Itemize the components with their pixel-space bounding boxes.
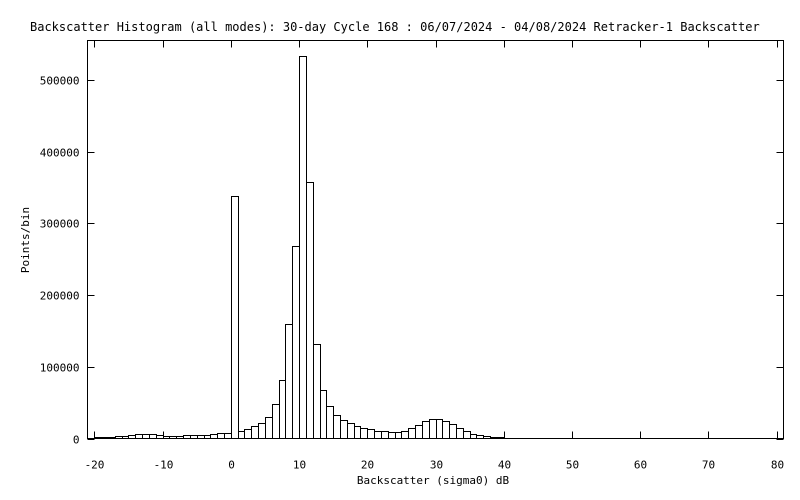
- x-tick-label: 10: [293, 459, 306, 472]
- histogram-bar: [463, 431, 471, 439]
- x-axis-ticks: -20 -10 0 10 20 30 40 50 60 70 80: [85, 40, 784, 472]
- histogram-bar: [354, 426, 361, 439]
- histogram-bar: [292, 246, 300, 439]
- x-tick-label: 80: [771, 459, 784, 472]
- histogram-bar: [265, 417, 273, 439]
- histogram-bar: [272, 404, 280, 439]
- histogram-bar: [442, 421, 450, 439]
- x-tick-label: 60: [634, 459, 647, 472]
- histogram-bar: [333, 415, 341, 439]
- y-tick-label: 400000: [40, 147, 80, 160]
- x-tick-label: 70: [702, 459, 715, 472]
- histogram-bar: [135, 434, 143, 439]
- y-tick-label: 100000: [40, 362, 80, 375]
- histogram-bar: [244, 429, 252, 439]
- histogram-bar: [238, 431, 245, 439]
- histogram-bar: [320, 390, 327, 439]
- histogram-bar: [381, 431, 389, 439]
- histogram-bar: [470, 434, 477, 439]
- y-axis-label: Points/bin: [19, 207, 32, 273]
- histogram-bars: [94, 56, 505, 439]
- histogram-bar: [388, 432, 396, 439]
- y-tick-label: 300000: [40, 218, 80, 231]
- histogram-bar: [258, 423, 266, 439]
- y-tick-label: 0: [73, 434, 80, 447]
- histogram-bar: [285, 324, 293, 439]
- histogram-bar: [429, 419, 437, 439]
- histogram-bar: [210, 434, 218, 439]
- y-tick-label: 200000: [40, 290, 80, 303]
- x-axis-label: Backscatter (sigma0) dB: [357, 474, 510, 487]
- histogram-bar: [251, 426, 259, 439]
- x-tick-label: 0: [228, 459, 235, 472]
- histogram-bar: [326, 406, 334, 439]
- y-tick-label: 500000: [40, 75, 80, 88]
- x-tick-label: -10: [154, 459, 174, 472]
- histogram-bar: [449, 424, 457, 439]
- x-tick-label: 50: [566, 459, 579, 472]
- histogram-bar: [422, 421, 430, 439]
- histogram-bar: [436, 419, 443, 439]
- y-axis-ticks: 0 100000 200000 300000 400000 500000: [40, 75, 784, 447]
- chart-title: Backscatter Histogram (all modes): 30-da…: [30, 20, 760, 34]
- x-tick-label: 40: [498, 459, 511, 472]
- x-tick-label: 20: [361, 459, 374, 472]
- histogram-bar: [395, 432, 402, 439]
- histogram-bar: [408, 428, 416, 439]
- histogram-bar: [217, 433, 225, 439]
- histogram-bar: [456, 428, 464, 439]
- histogram-bar: [142, 434, 150, 439]
- histogram-bar: [374, 431, 382, 439]
- histogram-bar: [313, 344, 321, 439]
- x-tick-label: -20: [85, 459, 105, 472]
- histogram-bar: [367, 429, 375, 439]
- histogram-bar: [360, 428, 368, 439]
- histogram-bar: [340, 420, 348, 439]
- histogram-bar: [401, 431, 409, 439]
- histogram-bar: [231, 196, 239, 439]
- histogram-bar: [149, 434, 157, 439]
- histogram-bar: [415, 425, 423, 439]
- histogram-bar: [306, 182, 314, 439]
- histogram-bar: [224, 433, 232, 439]
- x-tick-label: 30: [430, 459, 443, 472]
- histogram-bar: [279, 380, 286, 439]
- histogram-bar: [299, 56, 307, 439]
- plot-frame: [87, 40, 784, 439]
- histogram-bar: [347, 423, 355, 439]
